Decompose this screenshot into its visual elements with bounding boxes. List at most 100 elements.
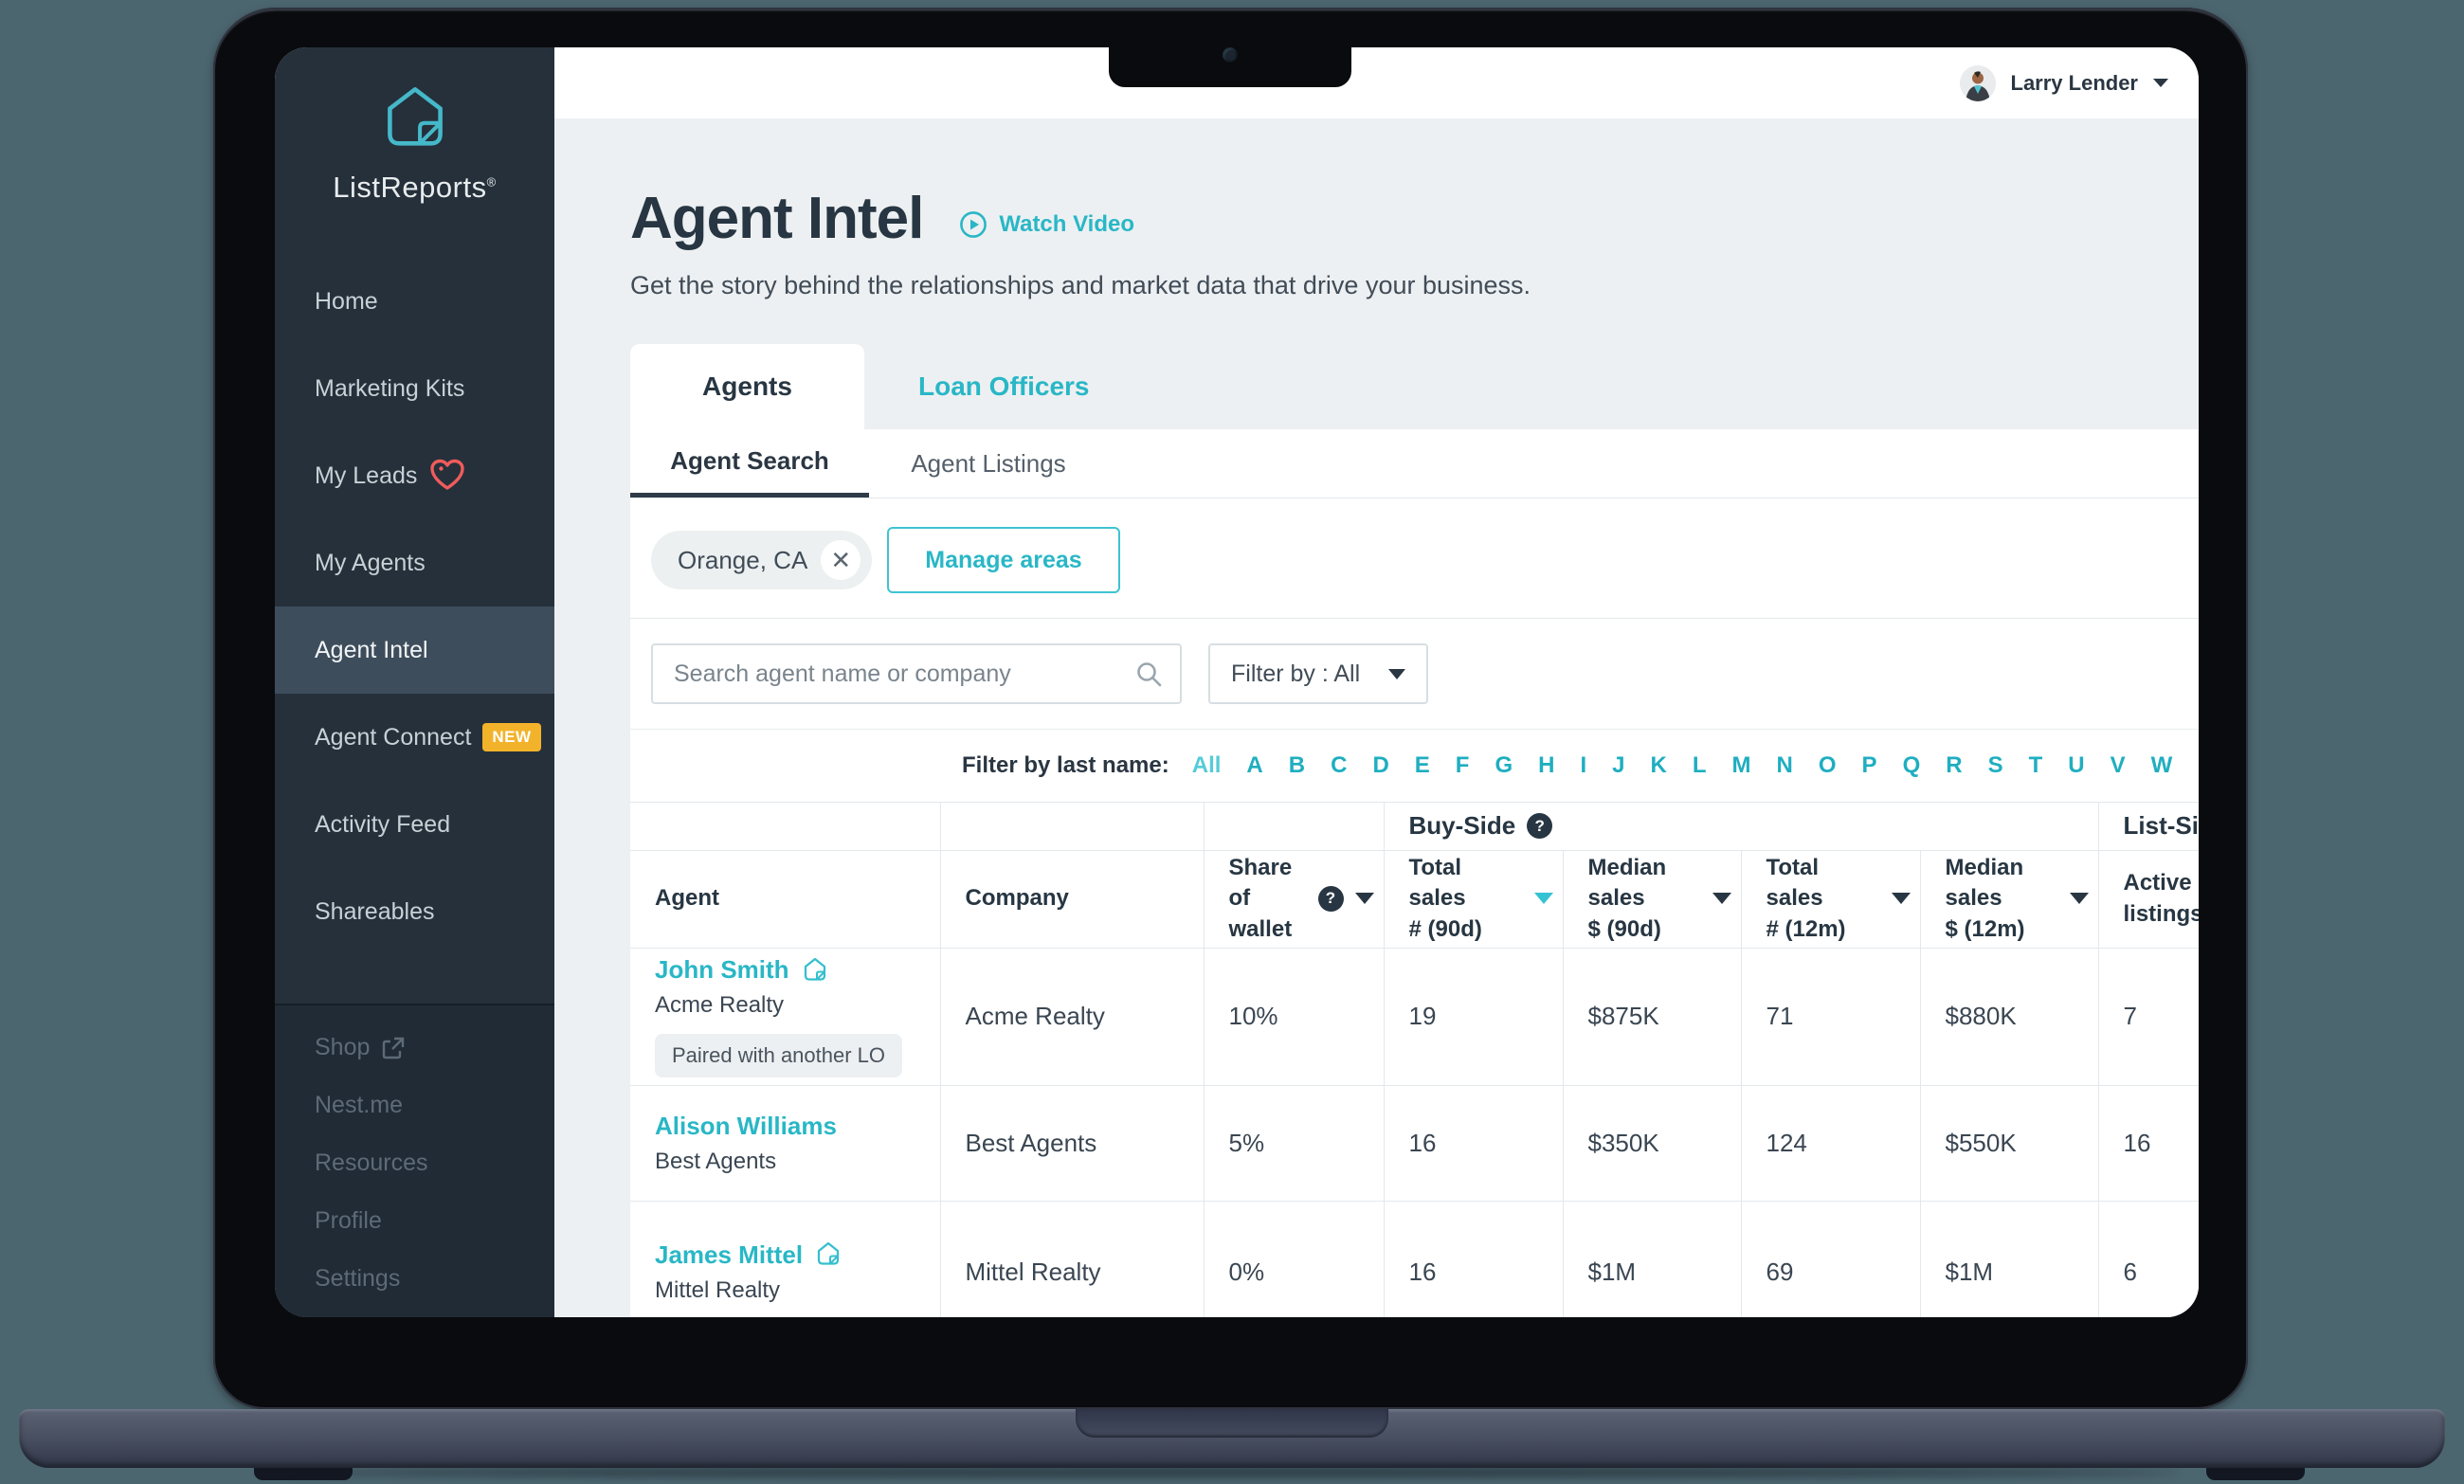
sidebar-item-agent-connect[interactable]: Agent Connect NEW	[275, 694, 554, 781]
letter-link[interactable]: T	[2028, 752, 2043, 778]
agent-link[interactable]: James Mittel	[655, 1240, 931, 1270]
external-link-icon	[381, 1036, 406, 1060]
letter-link[interactable]: D	[1372, 752, 1389, 778]
letter-link[interactable]: A	[1246, 752, 1263, 778]
avatar[interactable]	[1959, 64, 1996, 101]
remove-area-icon[interactable]: ✕	[821, 540, 861, 580]
listreports-agent-icon	[817, 1241, 840, 1265]
letter-link[interactable]: O	[1818, 752, 1837, 778]
letter-link[interactable]: G	[1495, 752, 1513, 778]
sidebar-item-home[interactable]: Home	[315, 287, 378, 315]
search-input[interactable]	[672, 659, 1134, 689]
sidebar-item-my-leads[interactable]: My Leads	[275, 432, 554, 519]
area-chip[interactable]: Orange, CA ✕	[651, 531, 873, 589]
main-content: Agent Intel Watch Video Get the story be…	[554, 118, 2199, 1317]
laptop-foot-left	[254, 1468, 353, 1480]
area-filter-row: Orange, CA ✕ Manage areas	[630, 498, 2199, 619]
buy-side-group-header: Buy-Side ?	[1384, 803, 2099, 851]
laptop-base	[19, 1409, 2445, 1468]
table-row: Alison Williams Best Agents Best Agents …	[630, 1085, 2199, 1202]
tab-agents[interactable]: Agents	[630, 344, 864, 429]
sort-icon[interactable]	[2069, 893, 2089, 905]
user-name[interactable]: Larry Lender	[2010, 70, 2139, 95]
col-total-sales-90d: Total sales # (90d)	[1384, 850, 1564, 949]
logo-text: ListReports®	[333, 171, 497, 204]
letter-link[interactable]: B	[1288, 752, 1306, 778]
sidebar-nav: Home Marketing Kits My Leads My Agents A…	[275, 258, 554, 955]
sort-icon[interactable]	[1891, 893, 1911, 905]
letter-link[interactable]: Q	[1902, 752, 1921, 778]
sidebar-item-settings[interactable]: Settings	[315, 1265, 401, 1292]
sidebar-item-shareables[interactable]: Shareables	[315, 897, 435, 925]
letter-link[interactable]: R	[1946, 752, 1963, 778]
laptop-base-scoop	[1076, 1409, 1388, 1438]
manage-areas-button[interactable]: Manage areas	[887, 527, 1120, 593]
letter-link[interactable]: V	[2110, 752, 2126, 778]
table-row: John Smith Acme Realty Paired with anoth…	[630, 948, 2199, 1086]
agents-panel: Agent Search Agent Listings Orange, CA ✕…	[630, 429, 2199, 1317]
alphabet-filter: All A B C D E F G H I J K L M N O P Q R S T U V W	[1192, 752, 2173, 779]
col-share-of-wallet: Share of wallet ?	[1204, 850, 1385, 949]
subtab-agent-search[interactable]: Agent Search	[630, 429, 869, 498]
sort-icon-active[interactable]	[1533, 893, 1553, 905]
page-title: Agent Intel	[630, 186, 924, 251]
sidebar-item-activity-feed[interactable]: Activity Feed	[315, 810, 451, 838]
subtab-agent-listings[interactable]: Agent Listings	[911, 448, 1066, 478]
topbar: Larry Lender	[554, 47, 2199, 118]
sort-icon[interactable]	[1354, 893, 1374, 905]
laptop-shadow	[284, 1468, 2180, 1476]
play-icon	[960, 210, 987, 238]
letter-link[interactable]: N	[1776, 752, 1793, 778]
letter-link[interactable]: U	[2068, 752, 2085, 778]
sidebar-item-shop[interactable]: Shop	[275, 1019, 554, 1077]
agent-link[interactable]: John Smith	[655, 955, 931, 985]
laptop-foot-right	[2206, 1468, 2305, 1480]
search-icon	[1137, 662, 1162, 687]
watch-video-link[interactable]: Watch Video	[959, 210, 1134, 239]
search-row: Filter by : All	[630, 619, 2199, 729]
sidebar-item-profile[interactable]: Profile	[315, 1207, 382, 1234]
main-tabs: Agents Loan Officers	[630, 344, 2199, 429]
table-header-row: Agent Company Share of wallet ? Total sal…	[630, 850, 2199, 949]
letter-link[interactable]: I	[1580, 752, 1587, 778]
col-active-listings: Active listings	[2098, 850, 2199, 949]
letter-link[interactable]: C	[1331, 752, 1348, 778]
letter-link[interactable]: All	[1191, 752, 1222, 778]
laptop-notch	[1109, 47, 1351, 87]
col-total-sales-12m: Total sales # (12m)	[1741, 850, 1921, 949]
agents-table: Buy-Side ? List-Side Agent Company Share…	[630, 803, 2199, 1317]
tab-loan-officers[interactable]: Loan Officers	[918, 371, 1090, 401]
sidebar-item-marketing-kits[interactable]: Marketing Kits	[315, 374, 465, 402]
help-icon[interactable]: ?	[1317, 885, 1344, 912]
letter-link[interactable]: P	[1861, 752, 1877, 778]
col-company: Company	[940, 850, 1205, 949]
letter-link[interactable]: M	[1731, 752, 1751, 778]
user-menu-caret-icon[interactable]	[2153, 79, 2168, 87]
letter-link[interactable]: E	[1414, 752, 1430, 778]
filter-dropdown[interactable]: Filter by : All	[1208, 643, 1428, 704]
search-box	[651, 643, 1182, 704]
sidebar-item-nestme[interactable]: Nest.me	[315, 1092, 404, 1118]
agent-link[interactable]: Alison Williams	[655, 1111, 837, 1140]
sub-tabs: Agent Search Agent Listings	[630, 429, 2199, 498]
listreports-logo[interactable]: ListReports®	[275, 47, 554, 205]
alphabet-filter-row: Filter by last name: All A B C D E F G H I J K L M N O P…	[630, 729, 2199, 803]
listreports-house-icon	[387, 87, 443, 146]
sidebar-item-resources[interactable]: Resources	[315, 1149, 428, 1176]
sort-icon[interactable]	[1712, 893, 1731, 905]
letter-link[interactable]: L	[1692, 752, 1707, 778]
letter-link[interactable]: F	[1455, 752, 1470, 778]
help-icon[interactable]: ?	[1527, 813, 1553, 840]
page-subtitle: Get the story behind the relationships a…	[630, 271, 1531, 299]
table-group-header-row: Buy-Side ? List-Side	[630, 803, 2199, 851]
sidebar-item-my-agents[interactable]: My Agents	[315, 549, 426, 576]
letter-link[interactable]: J	[1612, 752, 1625, 778]
letter-link[interactable]: W	[2150, 752, 2173, 778]
letter-link[interactable]: H	[1538, 752, 1555, 778]
col-agent: Agent	[630, 850, 941, 949]
table-row: James Mittel Mittel Realty Mittel Realty…	[630, 1201, 2199, 1317]
letter-link[interactable]: S	[1987, 752, 2003, 778]
sidebar-item-agent-intel[interactable]: Agent Intel	[275, 606, 554, 694]
sidebar-secondary-nav: Shop Nest.me Resources Profile Settings	[275, 1004, 554, 1317]
letter-link[interactable]: K	[1650, 752, 1667, 778]
